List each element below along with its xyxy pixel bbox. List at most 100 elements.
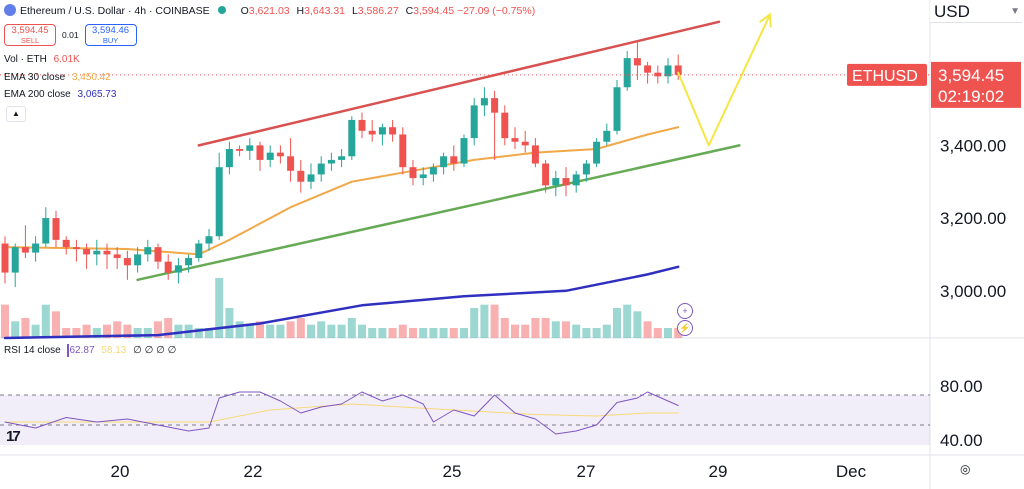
volume-bar bbox=[511, 324, 519, 338]
candle-body bbox=[480, 98, 488, 106]
candle bbox=[134, 247, 142, 273]
volume-bar bbox=[633, 311, 642, 338]
volume-bar bbox=[358, 324, 366, 338]
candle-body bbox=[1, 243, 9, 273]
volume-legend[interactable]: Vol · ETH 6.01K bbox=[4, 54, 80, 65]
volume-bar bbox=[327, 324, 336, 338]
volume-bar bbox=[368, 328, 377, 338]
candle-body bbox=[317, 163, 325, 175]
candle-body bbox=[552, 178, 560, 186]
candle bbox=[654, 65, 662, 84]
buy-button[interactable]: 3,594.46 BUY bbox=[84, 24, 137, 46]
volume-bar bbox=[164, 318, 173, 338]
volume-bar bbox=[1, 304, 9, 338]
volume-bar bbox=[133, 328, 142, 338]
candlesticks bbox=[0, 39, 930, 288]
candle-body bbox=[164, 261, 172, 273]
candle bbox=[470, 98, 478, 146]
candle bbox=[623, 50, 631, 91]
price-tick-label: 3,400.00 bbox=[940, 136, 1006, 155]
price-tag-box bbox=[931, 61, 1021, 108]
candle bbox=[450, 145, 458, 171]
candle bbox=[236, 145, 244, 157]
volume-bar bbox=[276, 324, 285, 338]
candle bbox=[103, 243, 111, 269]
rsi-tick-label: 80.00 bbox=[940, 377, 983, 396]
candle-body bbox=[470, 105, 478, 139]
rsi-legend[interactable]: RSI 14 close 62.87 58.13 ∅ ∅ ∅ ∅ bbox=[4, 344, 177, 357]
candle bbox=[521, 130, 529, 153]
candle bbox=[287, 138, 295, 182]
ema30-legend[interactable]: EMA 30 close 3,450.42 bbox=[4, 72, 111, 83]
volume-bar bbox=[92, 328, 101, 338]
candle-body bbox=[644, 65, 652, 73]
candle-body bbox=[378, 127, 386, 135]
rsi-path bbox=[4, 391, 679, 435]
candle bbox=[582, 159, 590, 182]
volume-bar bbox=[113, 321, 122, 338]
change-value: −27.09 (−0.75%) bbox=[456, 5, 536, 17]
volume-bar bbox=[562, 321, 570, 338]
volume-bar bbox=[398, 324, 407, 338]
candle-body bbox=[368, 130, 376, 135]
sell-button[interactable]: 3,594.45 SELL bbox=[4, 24, 56, 46]
time-axis: 20 22 25 27 29 Dec bbox=[111, 462, 867, 481]
candle-body bbox=[664, 65, 672, 77]
currency-selector[interactable]: USD ▼ bbox=[930, 2, 1022, 23]
volume-bar bbox=[82, 324, 91, 338]
candle-body bbox=[491, 98, 499, 113]
candle bbox=[246, 138, 254, 160]
candle-body bbox=[185, 258, 193, 266]
ethereum-icon bbox=[4, 4, 16, 16]
time-tick-label: 25 bbox=[443, 462, 462, 481]
volume-bar bbox=[256, 321, 264, 338]
candle-body bbox=[297, 170, 305, 182]
lightning-icon[interactable]: ⚡ bbox=[677, 320, 693, 336]
candle-body bbox=[440, 156, 448, 168]
ema200-path bbox=[3, 265, 680, 340]
candle bbox=[593, 138, 601, 168]
add-alert-icon[interactable]: + bbox=[677, 303, 693, 319]
symbol-title[interactable]: Ethereum / U.S. Dollar · 4h · COINBASE bbox=[20, 5, 210, 17]
price-tag-value: 3,594.45 bbox=[938, 66, 1004, 85]
candle bbox=[297, 159, 305, 193]
candle-body bbox=[603, 130, 611, 142]
volume-bar bbox=[664, 328, 672, 338]
candle-body bbox=[154, 247, 162, 262]
candle-body bbox=[419, 174, 427, 179]
volume-bar bbox=[205, 328, 213, 338]
volume-bar bbox=[215, 278, 224, 338]
candle bbox=[511, 127, 519, 150]
candle-body bbox=[225, 149, 233, 168]
candle bbox=[195, 239, 203, 262]
collapse-legend-button[interactable]: ▲ bbox=[6, 106, 26, 122]
candle-body bbox=[460, 138, 468, 164]
volume-bar bbox=[62, 328, 71, 338]
volume-bar bbox=[154, 321, 162, 338]
candle bbox=[419, 167, 427, 186]
volume-bar bbox=[174, 324, 183, 338]
ema200-legend[interactable]: EMA 200 close 3,065.73 bbox=[4, 89, 117, 100]
candle-body bbox=[11, 247, 19, 273]
rsi-band bbox=[0, 395, 930, 445]
candle-body bbox=[409, 167, 417, 179]
volume-bar bbox=[235, 321, 244, 338]
candle bbox=[429, 163, 437, 182]
volume-bar bbox=[245, 324, 254, 338]
candle bbox=[327, 152, 335, 171]
candle bbox=[378, 123, 386, 146]
candle-body bbox=[205, 236, 213, 244]
volume-bar bbox=[52, 311, 60, 338]
rsi-settings-icon[interactable] bbox=[67, 344, 70, 357]
candle-body bbox=[450, 156, 458, 164]
volume-bar bbox=[266, 324, 275, 338]
volume-bar bbox=[72, 328, 81, 338]
candle-body bbox=[113, 254, 121, 259]
candle-body bbox=[307, 174, 315, 182]
volume-bar bbox=[439, 328, 448, 338]
volume-bar bbox=[388, 328, 397, 338]
chart-settings-icon[interactable]: ◎ bbox=[960, 462, 971, 476]
candle bbox=[389, 119, 397, 142]
candle bbox=[368, 119, 376, 142]
